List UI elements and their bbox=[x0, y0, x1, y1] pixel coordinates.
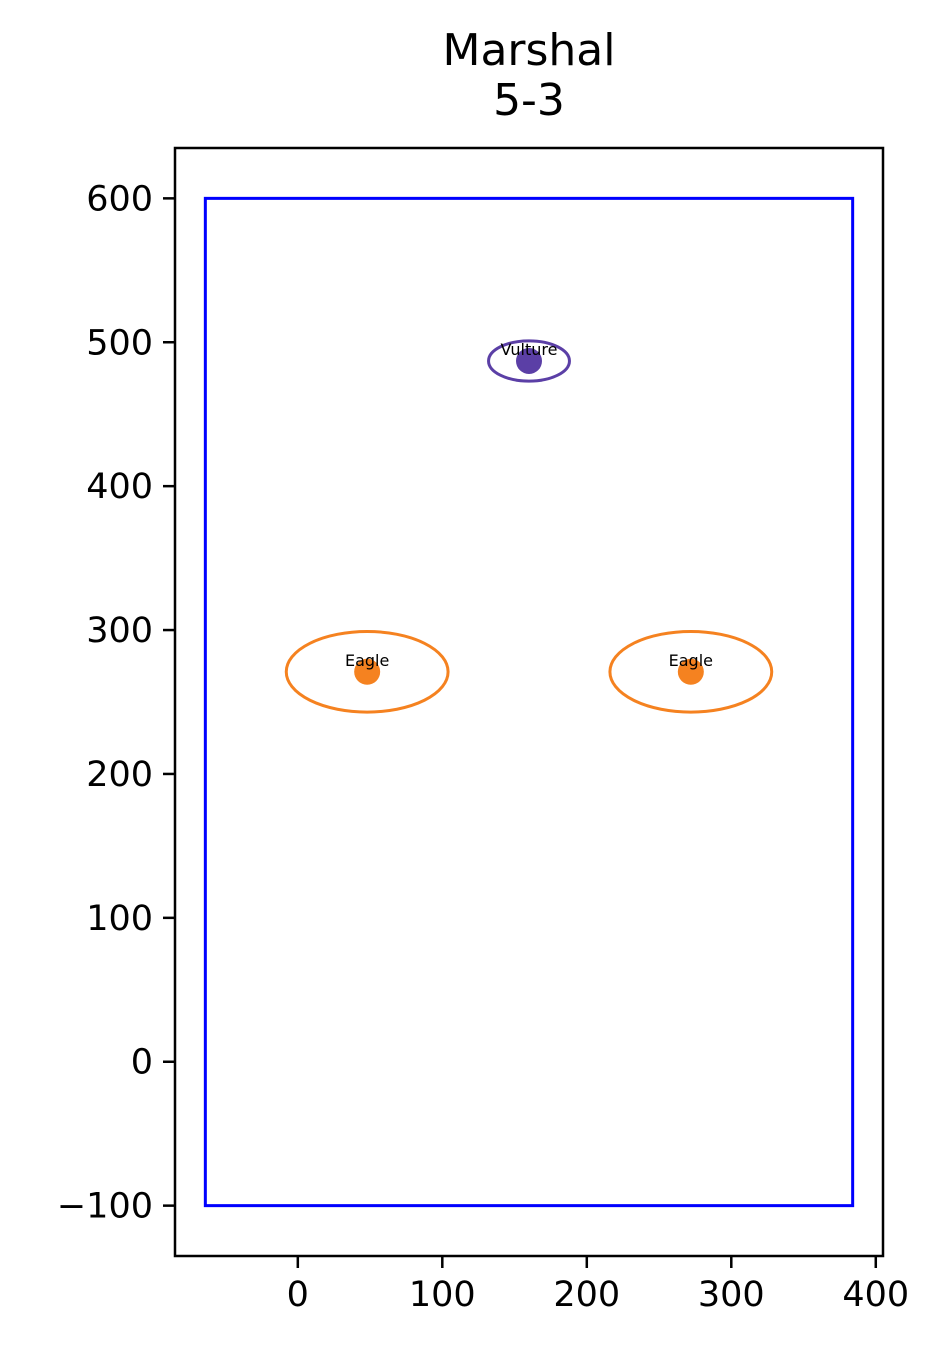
axes-frame bbox=[173, 146, 885, 1258]
x-tick-label: 0 bbox=[287, 1275, 309, 1315]
chart-title-line1: Marshal bbox=[442, 25, 616, 76]
x-tick-label: 100 bbox=[409, 1275, 476, 1315]
y-tick-label: 300 bbox=[86, 611, 153, 651]
point-marker bbox=[677, 658, 704, 685]
x-tick-label: 400 bbox=[842, 1275, 909, 1315]
point-group: Eagle bbox=[284, 629, 450, 714]
point-label: Eagle bbox=[669, 651, 713, 670]
x-tick-label: 200 bbox=[553, 1275, 620, 1315]
y-tick-label: 200 bbox=[86, 755, 153, 795]
y-tick-label: −100 bbox=[57, 1187, 153, 1227]
y-tick-label: 400 bbox=[86, 467, 153, 507]
y-tick-label: 100 bbox=[86, 899, 153, 939]
point-group: Eagle bbox=[608, 629, 774, 714]
boundary-rect bbox=[203, 196, 855, 1208]
y-tick-label: 500 bbox=[86, 323, 153, 363]
point-label: Eagle bbox=[345, 651, 389, 670]
range-ellipse bbox=[487, 339, 571, 383]
point-marker bbox=[354, 658, 381, 685]
y-tick-label: 0 bbox=[131, 1043, 153, 1083]
y-tick-label: 600 bbox=[86, 179, 153, 219]
chart-title-line2: 5-3 bbox=[493, 75, 565, 126]
point-marker bbox=[516, 347, 542, 374]
chart-title: Marshal 5-3 bbox=[0, 26, 943, 126]
range-ellipse bbox=[608, 629, 774, 714]
point-label: Vulture bbox=[501, 340, 558, 359]
range-ellipse bbox=[284, 629, 450, 714]
point-group: Vulture bbox=[487, 339, 571, 383]
x-tick-label: 300 bbox=[698, 1275, 765, 1315]
